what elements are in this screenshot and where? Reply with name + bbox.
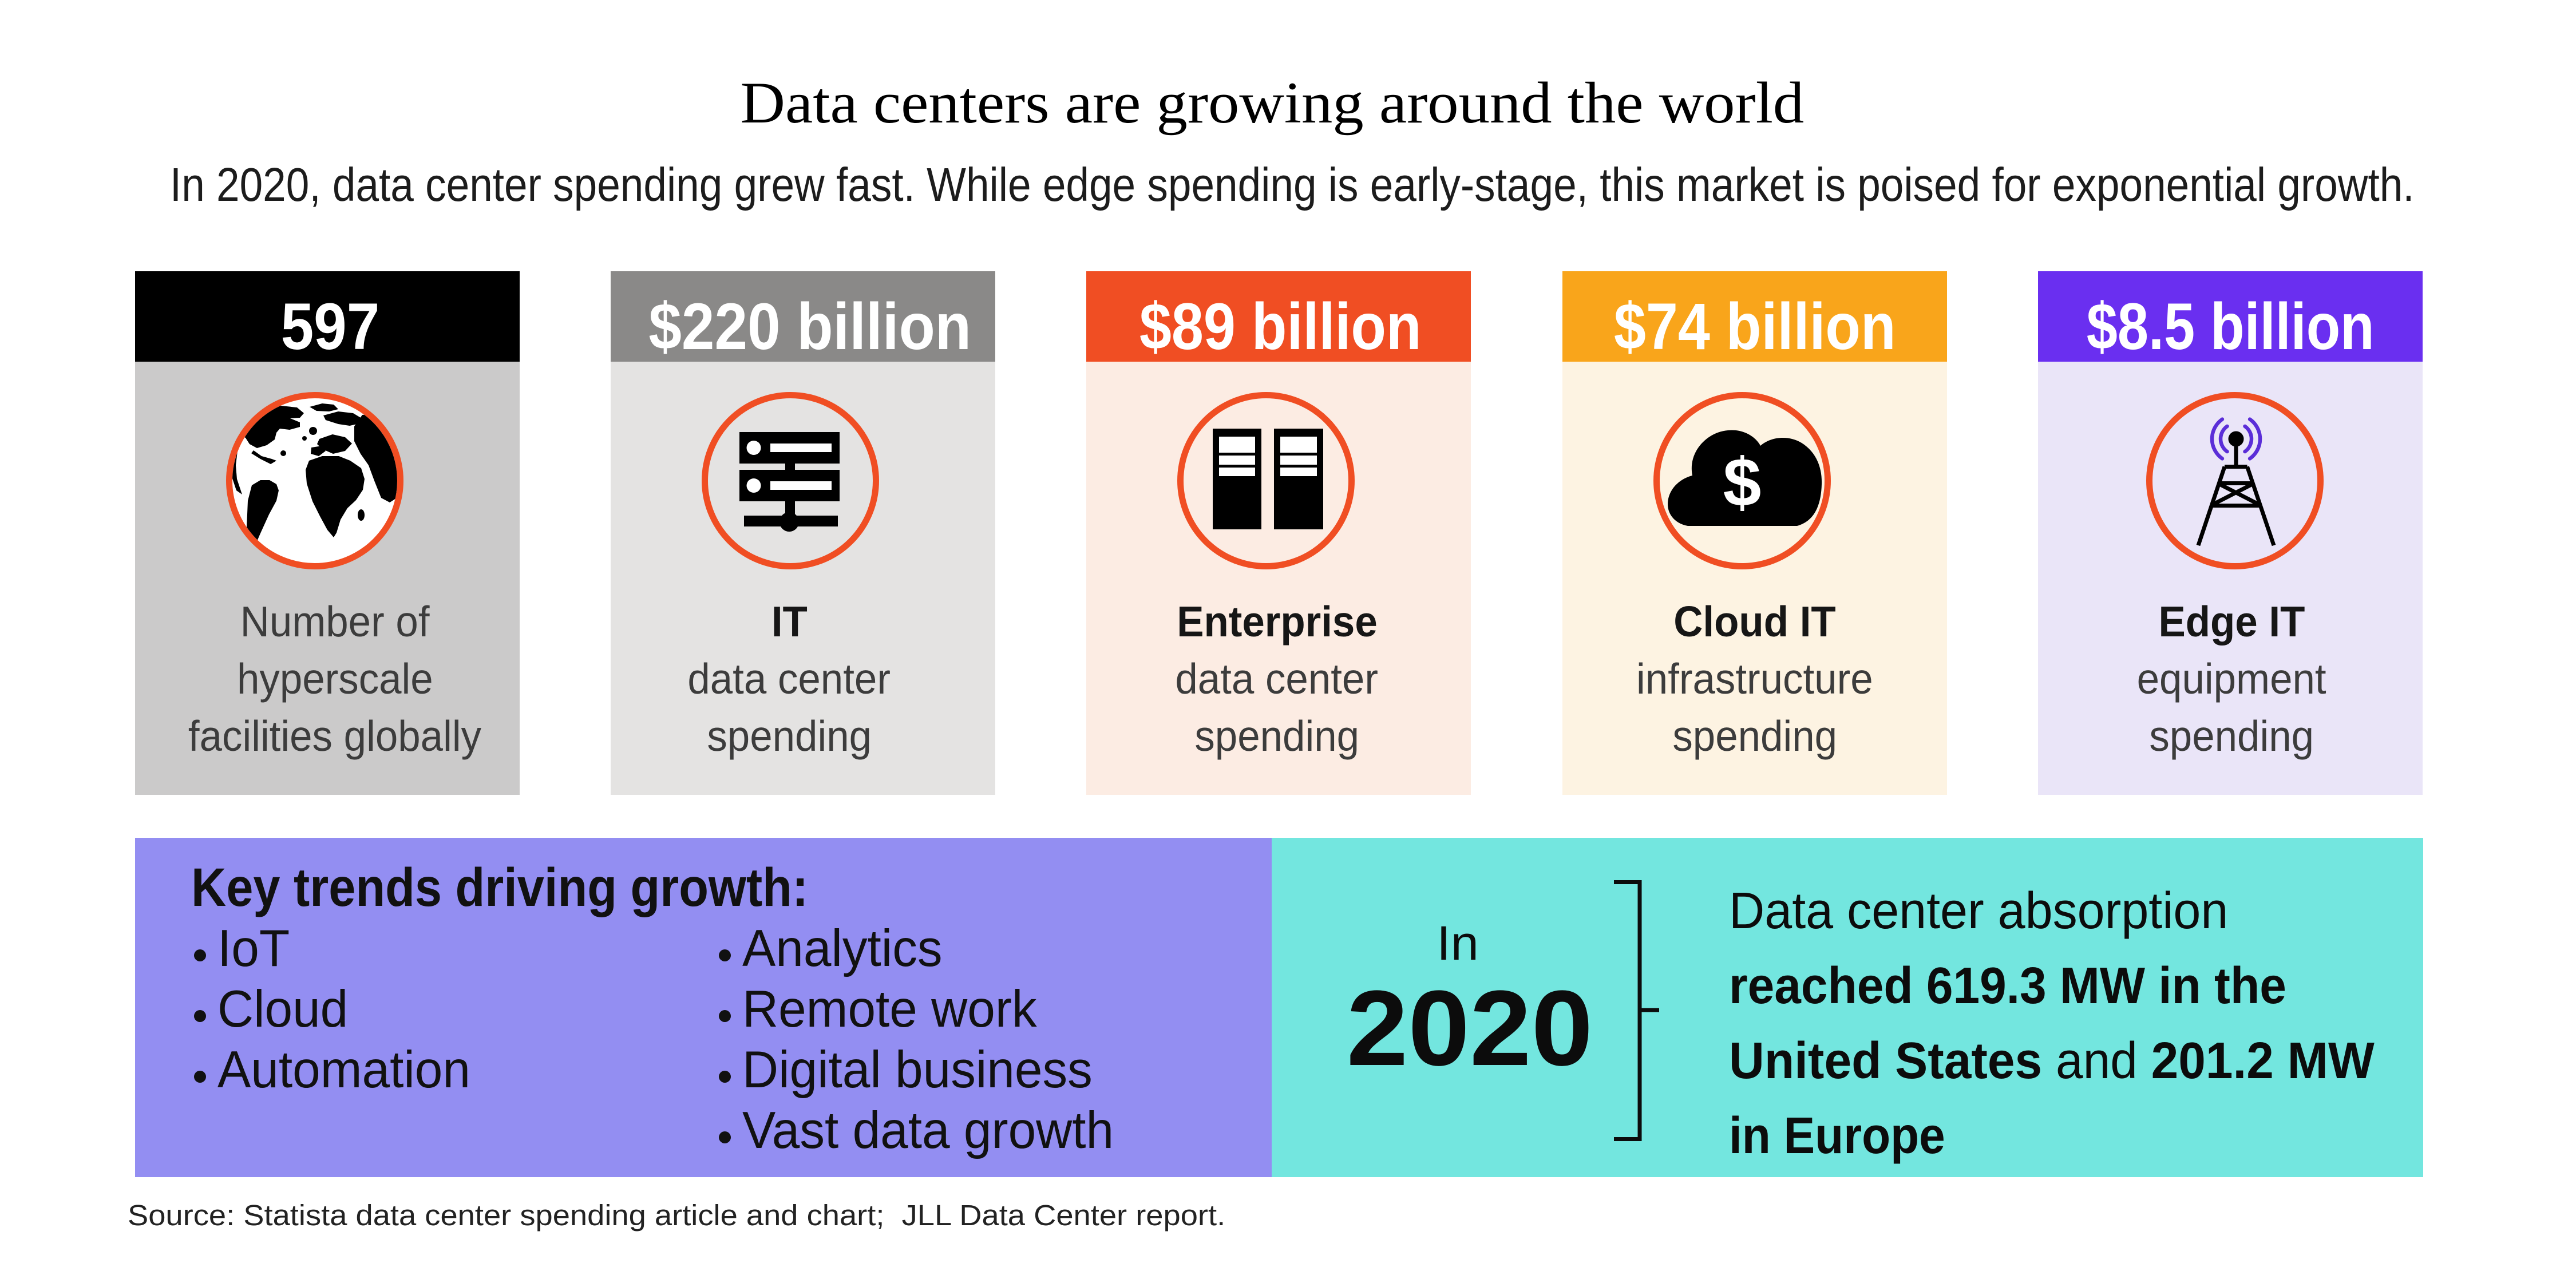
- svg-text:$: $: [1723, 444, 1762, 521]
